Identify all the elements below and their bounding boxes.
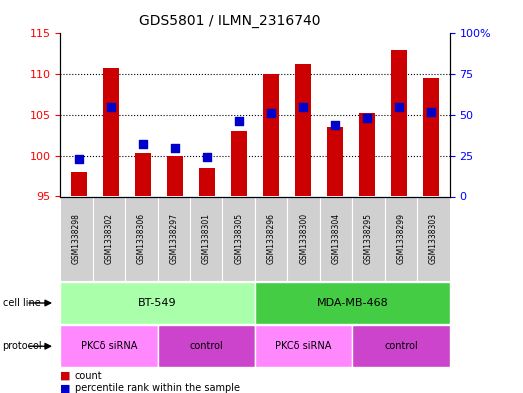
Bar <box>190 196 222 281</box>
Point <box>171 144 179 151</box>
Point <box>235 118 243 125</box>
Point <box>139 141 147 147</box>
Text: GSM1338298: GSM1338298 <box>72 213 81 264</box>
Bar <box>199 168 215 196</box>
Text: GSM1338305: GSM1338305 <box>234 213 243 264</box>
Bar <box>60 196 93 281</box>
Bar <box>320 196 353 281</box>
Bar <box>60 325 157 367</box>
Text: control: control <box>384 341 418 351</box>
Bar <box>385 196 417 281</box>
Bar <box>93 196 125 281</box>
Point <box>75 156 84 162</box>
Bar <box>157 325 255 367</box>
Bar <box>288 196 320 281</box>
Text: protocol: protocol <box>3 341 42 351</box>
Bar <box>263 74 279 196</box>
Bar <box>222 196 255 281</box>
Text: GSM1338300: GSM1338300 <box>299 213 308 264</box>
Text: cell line: cell line <box>3 298 40 308</box>
Bar <box>231 131 247 196</box>
Text: GSM1338297: GSM1338297 <box>169 213 178 264</box>
Bar <box>125 196 157 281</box>
Text: GSM1338295: GSM1338295 <box>364 213 373 264</box>
Point <box>362 115 371 121</box>
Bar <box>255 282 450 324</box>
Bar <box>255 325 353 367</box>
Bar <box>391 50 407 196</box>
Bar <box>255 196 288 281</box>
Bar <box>60 282 255 324</box>
Bar <box>135 153 151 196</box>
Text: ■: ■ <box>60 383 71 393</box>
Point <box>299 104 307 110</box>
Text: GSM1338303: GSM1338303 <box>429 213 438 264</box>
Text: ■: ■ <box>60 371 71 381</box>
Bar <box>423 78 439 196</box>
Point <box>394 104 403 110</box>
Bar <box>359 113 374 196</box>
Text: PKCδ siRNA: PKCδ siRNA <box>81 341 137 351</box>
Text: MDA-MB-468: MDA-MB-468 <box>316 298 388 308</box>
Bar <box>417 196 450 281</box>
Text: GSM1338302: GSM1338302 <box>105 213 113 264</box>
Text: GSM1338304: GSM1338304 <box>332 213 340 264</box>
Point <box>331 121 339 128</box>
Text: control: control <box>189 341 223 351</box>
Point <box>426 108 435 115</box>
Text: count: count <box>75 371 103 381</box>
Text: GDS5801 / ILMN_2316740: GDS5801 / ILMN_2316740 <box>139 14 321 28</box>
Bar <box>71 172 87 196</box>
Bar <box>353 325 450 367</box>
Bar <box>167 156 183 196</box>
Bar <box>353 196 385 281</box>
Point <box>267 110 275 116</box>
Bar <box>157 196 190 281</box>
Bar <box>295 64 311 196</box>
Point <box>107 104 116 110</box>
Bar <box>327 127 343 196</box>
Text: GSM1338306: GSM1338306 <box>137 213 146 264</box>
Point <box>203 154 211 160</box>
Text: PKCδ siRNA: PKCδ siRNA <box>276 341 332 351</box>
Text: percentile rank within the sample: percentile rank within the sample <box>75 383 240 393</box>
Bar <box>103 68 119 196</box>
Text: BT-549: BT-549 <box>138 298 177 308</box>
Text: GSM1338301: GSM1338301 <box>202 213 211 264</box>
Text: GSM1338296: GSM1338296 <box>267 213 276 264</box>
Text: GSM1338299: GSM1338299 <box>396 213 405 264</box>
